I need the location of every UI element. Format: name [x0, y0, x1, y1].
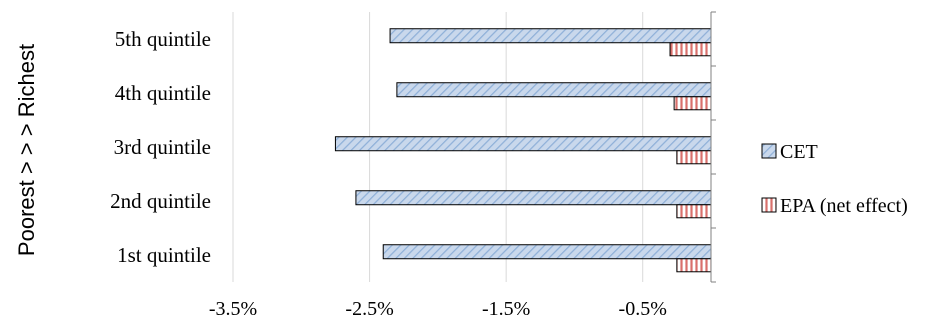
y-axis-label: Poorest > > > Richest	[14, 44, 39, 256]
category-label: 4th quintile	[115, 81, 211, 105]
legend-swatch	[761, 143, 777, 159]
tick-labels: -3.5% -2.5% -1.5% -0.5%	[209, 298, 667, 320]
x-tick-label: -1.5%	[482, 298, 530, 320]
legend: CET EPA (net effect)	[761, 141, 908, 217]
x-tick-label: -3.5%	[209, 298, 257, 320]
legend-swatch	[761, 197, 777, 213]
category-labels: 1st quintile 2nd quintile 3rd quintile 4th …	[110, 27, 211, 267]
axes	[710, 11, 716, 283]
bar-epa-net-effect	[676, 204, 712, 219]
x-tick-label: -0.5%	[619, 298, 667, 320]
legend-label: CET	[780, 141, 818, 163]
bar-cet	[396, 82, 712, 98]
bar-epa-net-effect	[673, 96, 712, 111]
bars	[334, 28, 712, 273]
bar-cet	[389, 28, 712, 44]
category-label: 3rd quintile	[114, 135, 211, 159]
bar-cet	[355, 190, 712, 206]
bar-cet	[334, 136, 712, 152]
category-label: 5th quintile	[115, 27, 211, 51]
bar-cet	[382, 244, 712, 260]
bar-epa-net-effect	[676, 150, 712, 165]
bar-epa-net-effect	[676, 258, 712, 273]
x-tick-label: -2.5%	[345, 298, 393, 320]
bar-epa-net-effect	[669, 42, 712, 57]
category-label: 2nd quintile	[110, 189, 211, 213]
legend-label: EPA (net effect)	[780, 195, 908, 217]
category-label: 1st quintile	[117, 243, 211, 267]
